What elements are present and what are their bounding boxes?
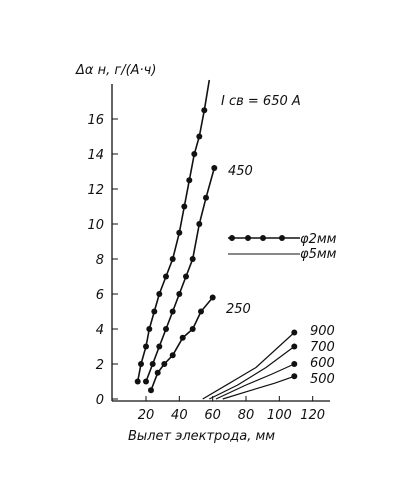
x-tick-label: 120 — [300, 408, 325, 423]
data-point-650 — [169, 256, 176, 262]
series-line-600 — [215, 363, 295, 400]
data-point-500 — [291, 373, 298, 380]
legend-label-2mm: φ2мм — [300, 232, 337, 247]
data-point-650 — [191, 151, 198, 157]
data-point-450 — [203, 194, 209, 201]
data-point-650 — [156, 291, 163, 297]
y-tick-label: 6 — [96, 288, 104, 303]
data-point-250 — [209, 294, 216, 301]
y-tick-label: 10 — [87, 218, 104, 233]
data-point-250 — [189, 326, 196, 332]
axes — [111, 84, 330, 402]
data-point-650 — [181, 203, 188, 210]
series-layer — [134, 79, 298, 400]
legend-marker — [260, 235, 266, 241]
legend-label-5mm: φ5мм — [300, 247, 337, 262]
data-point-650 — [186, 177, 193, 184]
data-point-650 — [138, 361, 144, 367]
data-point-650 — [176, 229, 183, 236]
data-point-250 — [179, 334, 186, 341]
data-point-450 — [169, 308, 176, 315]
curve-label-700: 700 — [310, 340, 335, 355]
data-point-450 — [149, 361, 156, 367]
data-point-250 — [148, 387, 154, 394]
data-point-450 — [211, 165, 218, 171]
data-point-250 — [198, 308, 204, 315]
curve-label-250: 250 — [226, 302, 251, 317]
x-tick-label: 20 — [138, 408, 155, 423]
data-point-900 — [291, 329, 298, 336]
y-tick-label: 16 — [87, 113, 104, 128]
legend-marker — [229, 235, 235, 241]
data-point-650 — [151, 308, 158, 315]
data-point-650 — [146, 326, 153, 332]
y-tick-label: 0 — [96, 393, 104, 408]
x-tick-label: 40 — [171, 408, 188, 423]
data-point-650 — [134, 378, 141, 385]
series-line-700 — [209, 346, 295, 400]
data-point-600 — [291, 361, 298, 367]
data-point-650 — [196, 133, 203, 140]
data-point-650 — [143, 343, 149, 350]
x-tick-label: 100 — [267, 408, 292, 423]
data-point-250 — [154, 369, 161, 376]
y-tick-label: 4 — [96, 323, 104, 338]
series-line-500 — [222, 375, 295, 400]
data-point-650 — [163, 273, 169, 280]
data-point-250 — [161, 361, 168, 367]
y-tick-label: 2 — [96, 358, 104, 373]
data-point-700 — [291, 343, 298, 350]
curve-label-450: 450 — [228, 164, 253, 179]
legend-marker — [279, 235, 285, 241]
legend: φ2мм φ5мм — [228, 232, 337, 262]
data-point-450 — [143, 378, 149, 385]
curve-label-600: 600 — [310, 356, 335, 371]
x-tick-label: 80 — [238, 408, 255, 423]
data-point-650 — [201, 107, 208, 114]
data-point-450 — [183, 273, 189, 280]
y-tick-label: 8 — [96, 253, 104, 268]
current-label: I св = 650 А — [221, 94, 301, 109]
legend-marker — [245, 235, 251, 241]
data-point-450 — [189, 256, 196, 262]
data-point-250 — [169, 352, 176, 359]
y-tick-label: 14 — [87, 148, 104, 163]
data-point-450 — [176, 291, 183, 297]
x-tick-label: 60 — [204, 408, 221, 423]
data-point-450 — [196, 221, 203, 227]
curve-label-900: 900 — [310, 324, 335, 339]
curve-label-500: 500 — [310, 372, 335, 387]
x-axis-label: Вылет электрода, мм — [128, 429, 275, 444]
data-point-450 — [163, 326, 169, 332]
y-axis-label: Δα н, г/(А·ч) — [75, 63, 156, 78]
data-point-450 — [156, 343, 163, 350]
series-line-900 — [202, 332, 295, 400]
ticks-layer: 0 2 4 6 8 10 12 14 16 20 40 60 80 100 120 — [87, 113, 325, 423]
y-tick-label: 12 — [87, 183, 104, 198]
